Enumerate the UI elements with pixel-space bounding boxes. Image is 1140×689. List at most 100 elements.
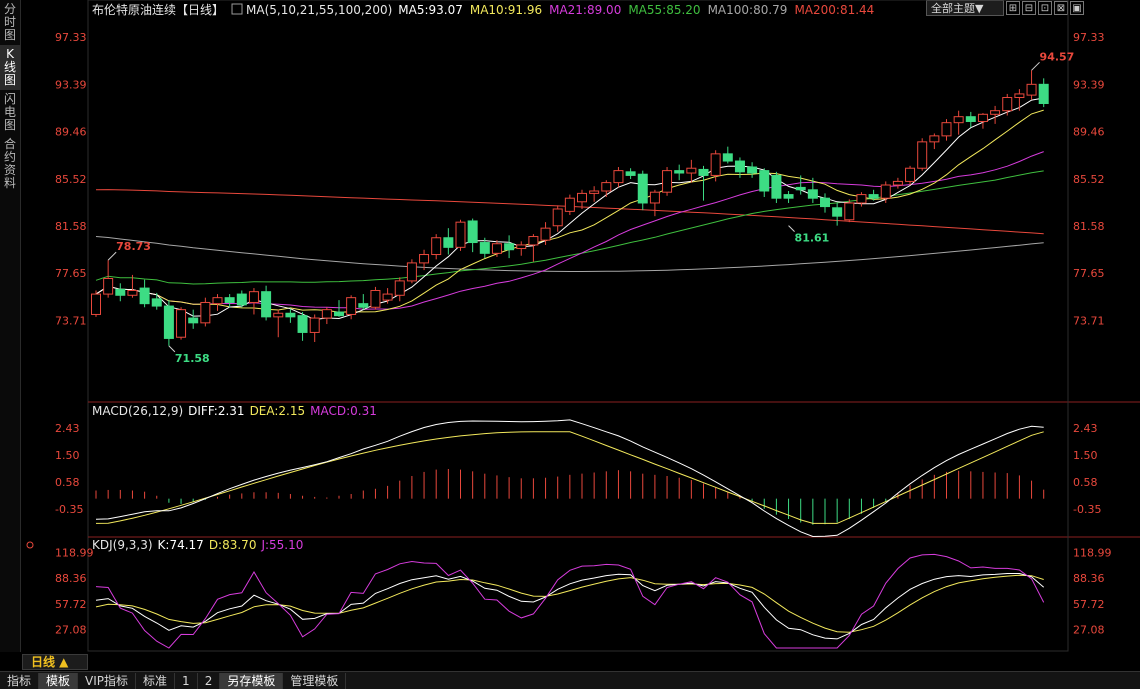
candle-body	[443, 237, 454, 248]
annotation-label-3: 94.57	[1040, 50, 1075, 63]
candle-body	[516, 244, 527, 250]
kdj-right-tick-0: 118.99	[1073, 547, 1112, 560]
price-right-tick-3: 85.52	[1073, 173, 1105, 186]
candle-body	[346, 297, 357, 315]
left-tab-2[interactable]: 闪电图	[3, 92, 16, 132]
price-left-tick-0: 97.33	[55, 31, 87, 44]
price-left-tick-2: 89.46	[55, 126, 87, 139]
macd-dea-line	[95, 431, 1044, 524]
theme-select-button[interactable]: 全部主题▼	[926, 0, 1004, 16]
candle-body	[674, 170, 685, 174]
left-tab-0[interactable]: 分时图	[3, 2, 16, 42]
candle-body	[759, 170, 770, 192]
legend-ma-item-5: MA200:81.44	[794, 3, 874, 17]
left-tab-3[interactable]: 合约资料	[3, 137, 16, 190]
candle-body	[771, 174, 782, 199]
legend-ma-params: MA(5,10,21,55,100,200)	[246, 3, 392, 17]
candle-body	[734, 160, 745, 173]
bottom-tab-0[interactable]: 指标	[0, 672, 40, 689]
candle-body	[273, 312, 284, 318]
legend-ma-item-2: MA21:89.00	[549, 3, 621, 17]
chart-toolbar: 全部主题▼ ⊞ ⊟ ⊡ ⊠ ▣	[926, 0, 1084, 18]
bottom-tab-6[interactable]: 另存模板	[220, 672, 284, 689]
macd-diff-line	[95, 419, 1044, 538]
bottom-tab-2[interactable]: VIP指标	[78, 672, 137, 689]
price-right-tick-0: 97.33	[1073, 31, 1105, 44]
candle-body	[297, 315, 308, 333]
candle-body	[990, 110, 1001, 115]
candle-body	[686, 167, 697, 174]
candle-body	[127, 289, 138, 296]
candle-body	[1002, 97, 1013, 112]
candle-body	[176, 309, 187, 338]
macd-right-tick-3: -0.35	[1073, 503, 1101, 516]
candle-body	[977, 113, 988, 122]
legend-ma-item-0: MA5:93.07	[398, 3, 463, 17]
bottom-tab-5[interactable]: 2	[198, 672, 221, 689]
layout-split-icon[interactable]: ⊟	[1022, 1, 1036, 15]
price-left-tick-5: 77.65	[55, 267, 87, 280]
candle-body	[455, 221, 466, 248]
legend-ma-icon	[231, 3, 243, 15]
candle-body	[1014, 93, 1025, 99]
annotation-leader	[788, 225, 795, 232]
candle-body	[868, 194, 879, 199]
candle-body	[1038, 83, 1049, 105]
price-right-tick-5: 77.65	[1073, 267, 1105, 280]
macd-left-tick-3: -0.35	[55, 503, 83, 516]
macd-right-tick-0: 2.43	[1073, 422, 1098, 435]
candle-body	[953, 116, 964, 124]
candle-body	[406, 262, 417, 282]
macd-legend-1: DIFF:2.31	[188, 404, 244, 418]
candle-body	[479, 242, 490, 254]
candle-body	[431, 237, 442, 256]
candle-body	[832, 207, 843, 217]
candle-body	[285, 312, 296, 318]
annotation-label-0: 78.73	[116, 240, 151, 253]
kdj-marker-icon	[26, 541, 34, 549]
chart-canvas[interactable]: 97.33 97.33 93.39 93.39 89.46 89.46 85.52 85.52…	[0, 0, 1140, 652]
candle-body	[941, 122, 952, 137]
price-right-tick-1: 93.39	[1073, 78, 1105, 91]
candle-body	[747, 166, 758, 174]
macd-right-tick-1: 1.50	[1073, 449, 1098, 462]
bottom-tab-3[interactable]: 标准	[136, 672, 176, 689]
price-left-tick-3: 85.52	[55, 173, 87, 186]
candle-body	[248, 291, 259, 303]
layout-grid-icon[interactable]: ⊞	[1006, 1, 1020, 15]
candle-body	[212, 297, 223, 305]
period-selector[interactable]: 日线 ▲	[22, 654, 88, 670]
candle-body	[334, 311, 344, 317]
ma100-line	[95, 236, 1044, 272]
candle-body	[1026, 83, 1037, 96]
bottom-tab-7[interactable]: 管理模板	[283, 672, 347, 689]
candle-body	[358, 303, 369, 308]
candle-body	[613, 170, 624, 184]
candle-body	[224, 297, 235, 303]
annotation-label-1: 71.58	[175, 352, 210, 365]
kdj-legend-2: D:83.70	[209, 538, 257, 552]
layout-window-icon[interactable]: ▣	[1070, 1, 1084, 15]
candle-body	[552, 208, 563, 227]
macd-legend-0: MACD(26,12,9)	[92, 404, 183, 418]
candle-body	[163, 305, 174, 339]
candle-body	[115, 288, 126, 296]
candle-body	[601, 182, 612, 192]
legend-instrument: 布伦特原油连续【日线】	[92, 2, 224, 17]
bottom-tab-4[interactable]: 1	[175, 672, 198, 689]
bottom-tab-1[interactable]: 模板	[39, 672, 79, 689]
candle-body	[698, 168, 709, 176]
candle-body	[236, 293, 247, 306]
ma55-line	[95, 170, 1044, 285]
candle-body	[589, 190, 600, 194]
candle-body	[662, 170, 673, 193]
price-right-tick-4: 81.58	[1073, 220, 1105, 233]
candle-body	[309, 317, 320, 333]
price-left-tick-6: 73.71	[55, 314, 87, 327]
candle-body	[892, 180, 903, 186]
candle-body	[637, 173, 648, 204]
price-right-tick-6: 73.71	[1073, 314, 1105, 327]
layout-single-icon[interactable]: ⊡	[1038, 1, 1052, 15]
